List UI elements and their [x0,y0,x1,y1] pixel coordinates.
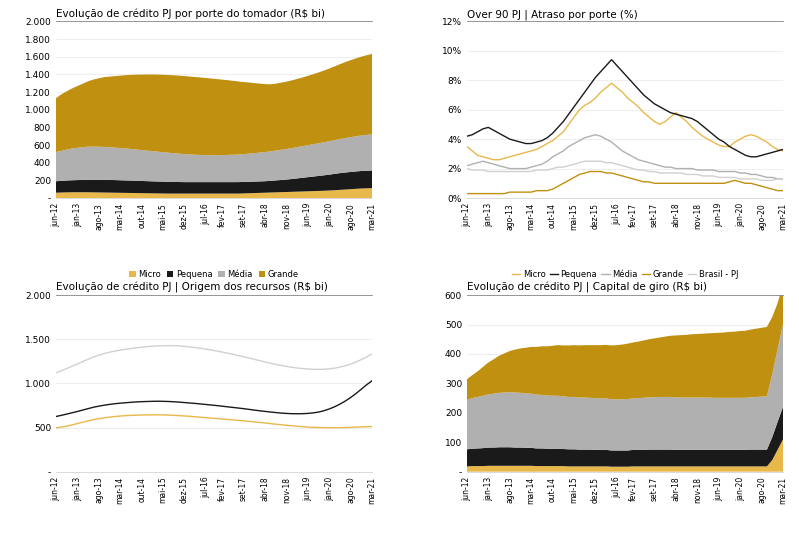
Sem destinação específica [105,401,114,407]
Text: Evolução de crédito PJ | Capital de giro (R$ bi): Evolução de crédito PJ | Capital de giro… [467,282,707,293]
Com destinação específica [164,412,173,418]
Com destinação específica [51,425,61,431]
Line: Brasil - PJ: Brasil - PJ [56,346,372,373]
Brasil - PJ [132,345,141,351]
Brasil - PJ [255,358,264,364]
Sem destinação específica [51,413,61,420]
Com destinação específica [158,412,168,418]
Sem destinação específica [249,407,259,413]
Brasil - PJ [105,349,114,355]
Sem destinação específica [368,377,377,384]
Sem destinação específica [153,398,162,405]
Com destinação específica [148,412,157,418]
Brasil - PJ [51,370,61,376]
Sem destinação específica [142,398,152,405]
Brasil - PJ [368,351,377,357]
Brasil - PJ [164,343,173,349]
Legend: Micro, Pequena, Média, Grande: Micro, Pequena, Média, Grande [125,266,302,282]
Brasil - PJ [142,344,152,350]
Brasil - PJ [153,343,162,349]
Com destinação específica [142,412,152,418]
Text: Over 90 PJ | Atraso por porte (%): Over 90 PJ | Atraso por porte (%) [467,9,638,20]
Sem destinação específica [158,398,168,405]
Sem destinação específica [132,399,141,405]
Com destinação específica [105,414,114,420]
Com destinação específica [255,419,264,426]
Text: Evolução de crédito PJ | Origem dos recursos (R$ bi): Evolução de crédito PJ | Origem dos recu… [56,282,328,293]
Line: Com destinação específica: Com destinação específica [56,415,372,428]
Line: Sem destinação específica: Sem destinação específica [56,381,372,416]
Com destinação específica [132,412,141,419]
Com destinação específica [368,423,377,430]
Text: Evolução de crédito PJ por porte do tomador (R$ bi): Evolução de crédito PJ por porte do toma… [56,9,325,19]
Brasil - PJ [158,343,168,349]
Legend: Micro, Pequena, Média, Grande, Brasil - PJ: Micro, Pequena, Média, Grande, Brasil - … [508,266,741,282]
